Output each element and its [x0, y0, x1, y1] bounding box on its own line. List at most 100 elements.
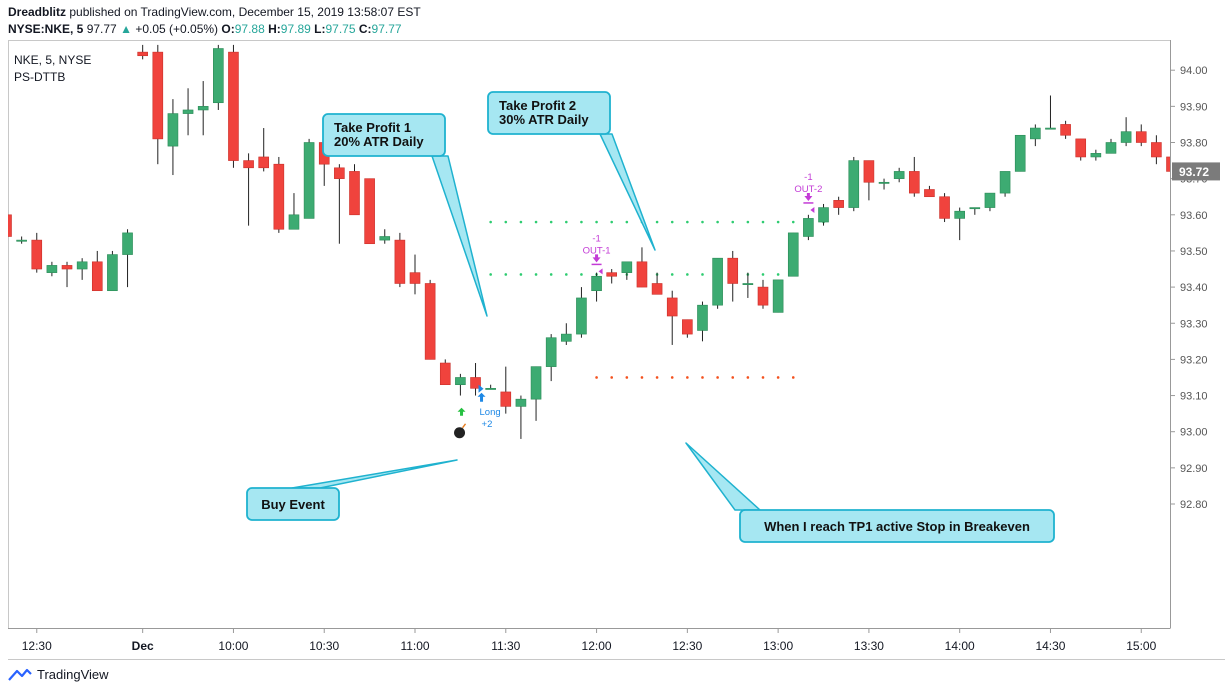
level-dot	[716, 220, 719, 224]
long-signal-label: Long	[480, 407, 501, 418]
candle-body	[137, 51, 148, 57]
candle-body	[1045, 127, 1056, 130]
level-dot	[549, 220, 553, 224]
level-dot	[610, 376, 613, 379]
candle-body	[1166, 156, 1170, 172]
legend-symbol: NKE, 5, NYSE	[14, 53, 91, 67]
candles-clip	[8, 44, 1170, 439]
candle-body	[470, 377, 481, 389]
level-dot	[701, 273, 704, 276]
candle-body	[682, 319, 693, 335]
bomb-fuse-icon	[461, 423, 467, 429]
callout-text: 20% ATR Daily	[334, 134, 424, 149]
level-dot	[595, 220, 598, 224]
open-value: 97.88	[234, 22, 265, 36]
candle-body	[1120, 131, 1132, 143]
author-name[interactable]: Dreadblitz	[8, 5, 67, 19]
candle-body	[303, 142, 315, 219]
candle-body	[833, 200, 844, 208]
callout-box	[246, 487, 340, 521]
candle-body	[1060, 124, 1071, 136]
candle-body	[107, 254, 118, 292]
candle-body	[621, 261, 633, 273]
level-dot	[489, 220, 492, 224]
price-tick-label: 92.80	[1180, 499, 1208, 511]
level-dot	[701, 220, 704, 224]
candle-body	[349, 171, 360, 216]
time-tick-label: 11:00	[400, 639, 429, 653]
candle-body	[818, 207, 829, 223]
exit-signal-label: OUT-1	[583, 245, 611, 256]
price-tick-label: 93.60	[1180, 210, 1208, 222]
tradingview-footer: TradingView	[8, 667, 109, 682]
candle-body	[182, 109, 194, 114]
price-tick-label: 93.50	[1180, 246, 1208, 258]
callout-text: Take Profit 1	[334, 120, 411, 135]
callout-text: 30% ATR Daily	[499, 112, 589, 127]
level-dot	[580, 273, 583, 276]
high-label: H:	[268, 22, 281, 36]
time-tick-label: 11:30	[491, 639, 520, 653]
callout-box	[487, 91, 611, 135]
level-dot	[746, 376, 750, 379]
time-tick-label: 13:00	[763, 639, 793, 653]
time-tick-label: 10:30	[309, 639, 339, 653]
exit-signal-label: OUT-2	[794, 184, 822, 195]
candle-body	[485, 388, 496, 390]
candle-body	[379, 236, 391, 241]
candle-body	[515, 398, 527, 407]
candle-body	[787, 232, 799, 277]
callout-text: When I reach TP1 active Stop in Breakeve…	[764, 519, 1030, 534]
candle-body	[606, 272, 618, 277]
candle-body	[334, 167, 345, 179]
price-change: +0.05 (+0.05%)	[135, 22, 219, 36]
callouts: Take Profit 120% ATR Daily Take Profit 23…	[246, 91, 1055, 543]
candle-body	[1014, 134, 1026, 172]
price-tick-label: 93.30	[1180, 318, 1208, 330]
candle-body	[258, 156, 270, 169]
level-dot	[670, 220, 674, 224]
price-tick-label: 92.90	[1180, 463, 1208, 475]
candle-body	[636, 261, 648, 288]
level-dot	[565, 220, 568, 224]
candle-body	[243, 160, 254, 169]
time-tick-label: 14:30	[1035, 639, 1065, 653]
time-axis[interactable]: 12:30 Dec 10:00 10:30 11:00 11:30 12:00 12:30 13…	[8, 628, 1225, 660]
candle-body	[666, 297, 678, 317]
price-tick-label: 93.90	[1180, 101, 1208, 113]
candle-body	[364, 178, 375, 245]
time-tick-label: 12:30	[672, 639, 702, 653]
level-dots-clip	[474, 220, 825, 379]
candle-body	[1135, 131, 1147, 143]
close-label: C:	[358, 22, 372, 36]
candle-body	[908, 171, 920, 194]
legend-indicator: PS-DTTB	[14, 70, 65, 84]
candle-body	[848, 160, 860, 208]
level-dot	[761, 273, 765, 276]
candle-body	[409, 272, 421, 284]
entry-marker-icon	[478, 384, 484, 393]
candle-body	[500, 391, 512, 407]
candle-body	[197, 106, 209, 111]
time-tick-label: 15:00	[1126, 639, 1156, 653]
long-signal-qty: +2	[482, 419, 493, 430]
candle-body	[530, 366, 542, 400]
candle-body	[999, 171, 1011, 194]
candle-body	[1090, 153, 1102, 158]
level-dot	[565, 273, 568, 276]
candle-body	[1151, 142, 1162, 158]
time-tick-label: 10:00	[218, 639, 248, 653]
candle-body	[31, 239, 43, 270]
level-dot	[776, 273, 780, 276]
callout-pointer	[431, 155, 488, 317]
candle-body	[893, 171, 905, 179]
candle-body	[878, 181, 890, 184]
candles	[8, 44, 1170, 439]
exit-signal-qty: -1	[592, 233, 600, 244]
level-dot	[534, 273, 538, 276]
price-axis[interactable]: 94.0093.9093.8093.7093.6093.5093.4093.30…	[1170, 40, 1220, 628]
candle-body	[76, 261, 88, 270]
exit-arrow-icon	[592, 254, 601, 263]
time-tick-label: 12:30	[22, 639, 52, 653]
